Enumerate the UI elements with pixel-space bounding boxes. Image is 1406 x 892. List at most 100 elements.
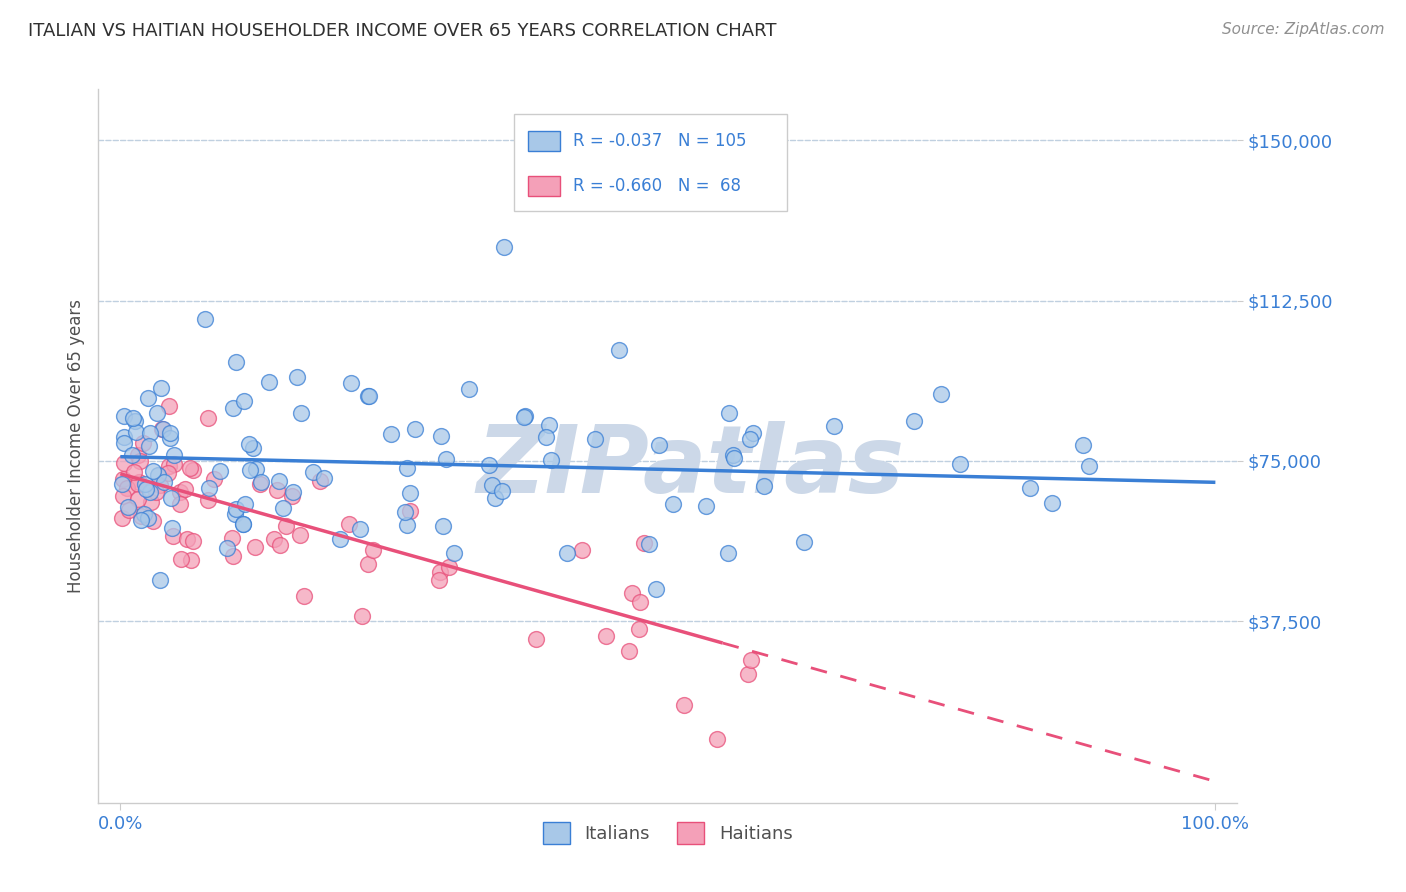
Point [221,531,243,545]
Point [169,485,191,500]
Point [723,450,745,465]
Point [159,431,181,445]
Point [1018,481,1040,495]
Point [194,312,217,326]
Point [269,539,291,553]
Point [429,565,451,579]
Point [288,527,311,541]
Point [283,485,305,500]
Point [394,505,416,519]
Point [349,522,371,536]
Point [233,498,256,512]
Point [903,415,925,429]
Point [232,517,254,532]
Point [179,461,201,475]
Point [142,514,165,528]
Point [301,465,323,479]
Point [429,428,451,442]
Point [571,543,593,558]
Point [628,595,651,609]
Point [250,475,273,490]
Point [129,509,152,524]
Point [540,453,562,467]
Point [112,456,135,470]
Point [257,375,280,389]
Point [124,414,146,428]
Point [142,464,165,478]
Point [793,535,815,549]
Point [290,407,312,421]
Point [536,430,558,444]
Point [350,609,373,624]
Point [361,543,384,558]
Point [225,354,247,368]
Point [740,432,762,446]
Point [672,698,695,712]
Point [157,467,180,481]
Point [238,437,260,451]
Point [281,489,304,503]
Point [266,483,288,498]
Point [337,517,360,532]
Point [111,477,134,491]
Point [285,370,308,384]
Text: ZIPatlas: ZIPatlas [477,421,904,514]
Point [617,644,640,658]
Point [215,541,238,555]
Point [661,497,683,511]
Point [174,482,197,496]
Text: R = -0.037   N = 105: R = -0.037 N = 105 [574,132,747,150]
Point [484,491,506,505]
Point [146,406,169,420]
Point [233,394,256,409]
Point [628,622,651,636]
Point [399,486,422,500]
Point [607,343,630,357]
Point [269,474,291,488]
Point [717,546,740,560]
Point [648,438,671,452]
Point [139,495,162,509]
Point [111,511,134,525]
Text: Source: ZipAtlas.com: Source: ZipAtlas.com [1222,22,1385,37]
Text: R = -0.660   N =  68: R = -0.660 N = 68 [574,177,741,194]
Point [117,500,139,515]
Point [157,400,180,414]
Point [139,484,162,499]
Point [209,464,232,478]
Point [491,483,513,498]
Point [638,537,661,551]
Point [706,731,728,746]
Text: ITALIAN VS HAITIAN HOUSEHOLDER INCOME OVER 65 YEARS CORRELATION CHART: ITALIAN VS HAITIAN HOUSEHOLDER INCOME OV… [28,22,776,40]
Point [129,512,152,526]
Point [138,439,160,453]
Point [169,497,191,511]
Point [395,518,418,533]
Point [112,472,135,486]
Point [115,481,138,495]
Point [159,425,181,440]
Point [150,422,173,436]
Point [404,422,426,436]
Point [292,589,315,603]
Point [595,629,617,643]
Point [134,476,156,491]
Point [929,386,952,401]
Point [127,477,149,491]
Point [274,519,297,533]
Point [136,510,159,524]
Point [1071,438,1094,452]
Point [524,632,547,646]
Point [232,516,254,531]
Point [114,409,136,423]
Point [740,653,762,667]
Point [181,463,204,477]
Point [752,479,775,493]
FancyBboxPatch shape [527,176,560,195]
Point [357,557,380,571]
Point [537,417,560,432]
Point [555,545,578,559]
Point [225,501,247,516]
Point [823,419,845,434]
Point [121,448,143,462]
